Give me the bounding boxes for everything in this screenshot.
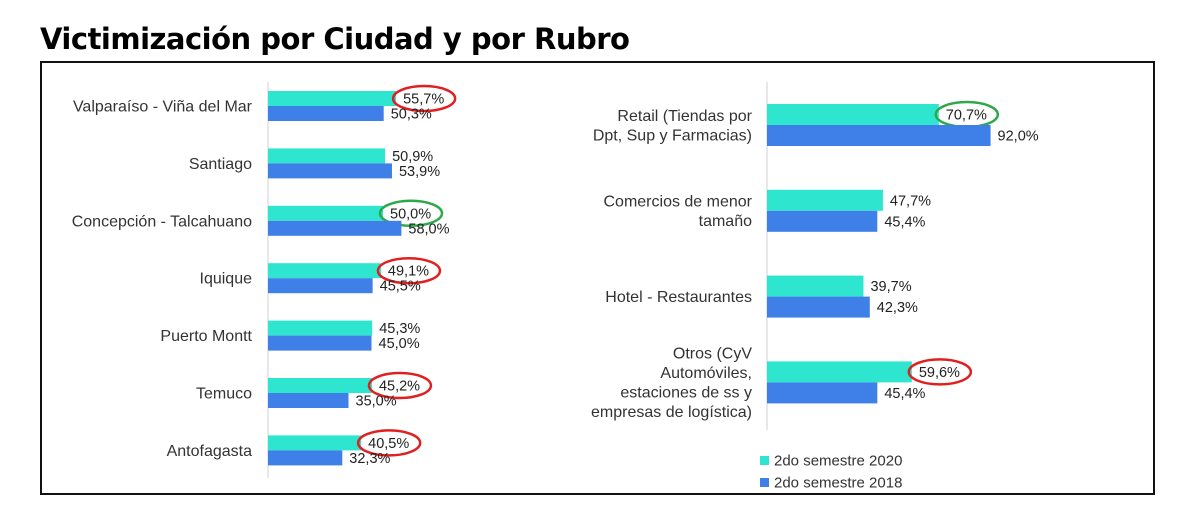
data-label: 32,3% [349, 451, 390, 467]
data-label: 45,4% [884, 214, 925, 230]
category-label: Hotel - Restaurantes [605, 289, 752, 306]
category-label: Antofagasta [167, 443, 253, 460]
category-label: Comercios de menor tamaño [604, 194, 753, 231]
data-label: 45,0% [379, 336, 420, 352]
bar-2020 [268, 435, 362, 451]
bar-2020 [767, 104, 939, 125]
page-title: Victimización por Ciudad y por Rubro [40, 22, 630, 56]
legend-swatch-2018 [760, 478, 769, 487]
data-label: 45,3% [379, 321, 420, 337]
data-label: 55,7% [403, 92, 444, 108]
bar-2020 [268, 263, 381, 279]
legend-swatch-2020 [760, 456, 769, 465]
legend-label: 2do semestre 2020 [774, 453, 902, 470]
bar-2020 [767, 361, 912, 383]
bar-2020 [268, 148, 386, 164]
bar-2018 [767, 382, 878, 404]
category-label: Santiago [189, 156, 252, 173]
highlight-circle [367, 371, 433, 400]
category-label: Puerto Montt [160, 328, 252, 345]
data-label: 59,6% [919, 365, 960, 381]
data-label: 45,2% [379, 379, 420, 395]
data-label: 49,1% [388, 264, 429, 280]
bar-2018 [268, 335, 372, 351]
category-label: Temuco [196, 386, 252, 403]
data-label: 92,0% [998, 129, 1039, 145]
data-label: 45,4% [884, 386, 925, 402]
category-label: Iquique [200, 271, 253, 288]
category-label: Retail (Tiendas por Dpt, Sup y Farmacias) [593, 108, 753, 145]
data-label: 35,0% [356, 394, 397, 410]
data-label: 50,9% [392, 149, 433, 165]
data-label: 50,3% [391, 107, 432, 123]
data-label: 58,0% [408, 221, 449, 237]
highlight-circle [907, 358, 973, 386]
data-label: 70,7% [946, 108, 987, 124]
highlight-circle [356, 429, 422, 457]
data-label: 50,0% [390, 206, 431, 222]
data-label: 39,7% [870, 279, 911, 295]
highlight-circle [376, 256, 442, 285]
highlight-circle [378, 199, 444, 228]
category-label: Valparaíso - Viña del Mar [73, 99, 253, 116]
bar-2018 [767, 125, 991, 146]
category-label: Otros (CyV Automóviles, estaciones de ss y… [591, 346, 752, 422]
bar-2018 [268, 278, 373, 294]
data-label: 45,5% [380, 279, 421, 295]
bar-2020 [767, 275, 864, 297]
category-label: Concepción - Talcahuano [72, 213, 252, 230]
bar-2018 [268, 393, 349, 408]
bar-2020 [268, 91, 397, 106]
data-label: 47,7% [890, 193, 931, 209]
legend-label: 2do semestre 2018 [774, 475, 902, 492]
bar-2020 [268, 378, 372, 393]
chart-frame [40, 61, 1155, 495]
data-label: 53,9% [399, 164, 440, 180]
bar-2020 [268, 320, 373, 336]
bar-2018 [268, 106, 384, 121]
data-label: 42,3% [877, 300, 918, 316]
bar-2018 [767, 296, 870, 318]
bar-2020 [767, 189, 883, 211]
highlight-circle [391, 84, 457, 113]
bar-2020 [268, 205, 383, 221]
bar-2018 [268, 450, 343, 466]
bar-2018 [767, 210, 878, 232]
bar-2018 [268, 163, 392, 179]
data-label: 40,5% [368, 436, 409, 452]
bar-2018 [268, 220, 402, 236]
